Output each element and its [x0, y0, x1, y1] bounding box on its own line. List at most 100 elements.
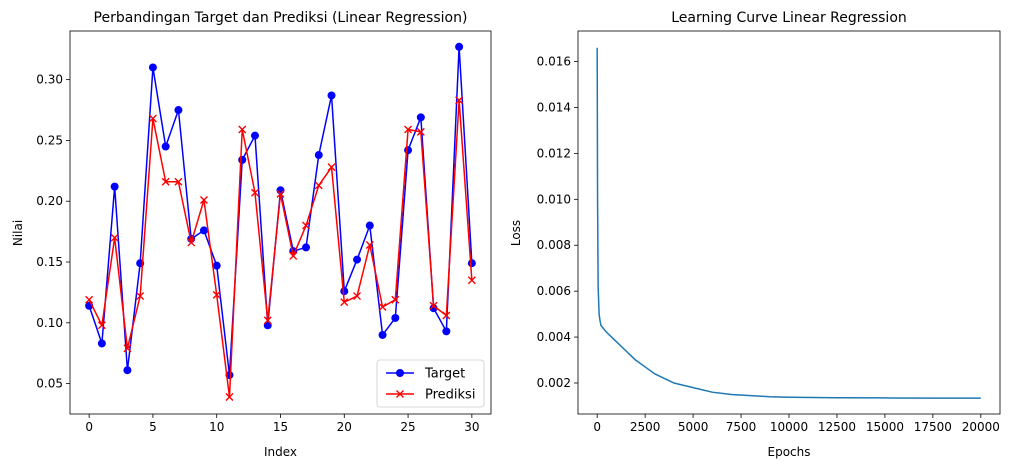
prediksi-point: [85, 295, 94, 304]
x-tick-label: 30: [464, 420, 479, 434]
prediksi-point: [199, 196, 208, 205]
prediksi-point: [289, 251, 298, 260]
prediksi-point: [174, 177, 183, 186]
chart2-ylabel: Loss: [509, 220, 523, 246]
y-tick-label: 0.014: [537, 100, 571, 114]
y-tick-label: 0.25: [36, 133, 63, 147]
chart1-ylabel: Nilai: [11, 220, 25, 246]
prediksi-point: [123, 344, 132, 353]
prediksi-point: [187, 238, 196, 247]
target-point: [302, 243, 311, 252]
x-tick-label: 20000: [962, 420, 1000, 434]
target-point: [442, 327, 451, 336]
chart2-y-ticks: 0.002 0.004 0.006 0.008 0.010 0.012 0.014 0.016: [537, 55, 578, 390]
chart1-series: [85, 42, 476, 401]
chart2-series: [596, 47, 981, 399]
chart1-x-ticks: 0 5 10 15 20 25 30: [85, 414, 480, 434]
chart2-axes-frame: [577, 30, 1001, 415]
target-point: [250, 131, 259, 140]
x-tick-label: 0: [85, 420, 93, 434]
prediksi-point: [416, 127, 425, 136]
y-tick-label: 0.010: [537, 192, 571, 206]
chart1-xlabel: Index: [264, 445, 297, 459]
y-tick-label: 0.20: [36, 194, 63, 208]
y-tick-label: 0.008: [537, 238, 571, 252]
prediksi-line: [88, 99, 473, 398]
chart2-title: Learning Curve Linear Regression: [671, 10, 907, 26]
target-point: [97, 339, 106, 348]
x-tick-label: 20: [337, 420, 352, 434]
loss-line: [596, 47, 981, 399]
target-point: [365, 221, 374, 230]
prediksi-point: [225, 392, 234, 401]
target-point: [123, 366, 132, 375]
y-tick-label: 0.30: [36, 73, 63, 87]
target-point: [429, 304, 438, 313]
y-tick-label: 0.012: [537, 146, 571, 160]
chart-learning-curve: Learning Curve Linear Regression Loss Ep…: [509, 10, 1001, 459]
prediksi-point: [238, 125, 247, 134]
prediksi-point: [302, 221, 311, 230]
prediksi-point: [353, 292, 362, 301]
target-point: [416, 113, 425, 122]
legend-target-marker: [396, 369, 404, 377]
chart1-title: Perbandingan Target dan Prediksi (Linear…: [94, 10, 468, 26]
target-point: [238, 155, 247, 164]
prediksi-point: [442, 311, 451, 320]
y-tick-label: 0.016: [537, 55, 571, 69]
legend-prediksi-marker: [396, 390, 404, 398]
prediksi-point: [250, 188, 259, 197]
prediksi-point: [467, 276, 476, 285]
target-point: [161, 142, 170, 151]
target-point: [110, 182, 119, 191]
target-point: [314, 151, 323, 160]
y-tick-label: 0.10: [36, 316, 63, 330]
prediksi-point: [365, 240, 374, 249]
y-tick-label: 0.002: [537, 376, 571, 390]
prediksi-point: [148, 114, 157, 123]
chart1-y-ticks: 0.05 0.10 0.15 0.20 0.25 0.30: [36, 73, 70, 391]
prediksi-point: [340, 298, 349, 307]
y-tick-label: 0.05: [36, 377, 63, 391]
y-tick-label: 0.15: [36, 255, 63, 269]
target-point: [404, 146, 413, 155]
target-point: [340, 287, 349, 296]
x-tick-label: 15: [273, 420, 288, 434]
x-tick-label: 7500: [726, 420, 757, 434]
x-tick-label: 10: [209, 420, 224, 434]
prediksi-point: [404, 125, 413, 134]
y-tick-label: 0.004: [537, 330, 571, 344]
chart2-xlabel: Epochs: [768, 445, 811, 459]
target-point: [467, 259, 476, 268]
legend-prediksi-label: Prediksi: [425, 388, 475, 403]
target-point: [353, 255, 362, 264]
x-tick-label: 10000: [770, 420, 808, 434]
target-point: [174, 106, 183, 115]
target-point: [378, 330, 387, 339]
chart1-legend: Target Prediksi: [376, 359, 485, 408]
target-point: [327, 91, 336, 100]
prediksi-point: [97, 321, 106, 330]
x-tick-label: 25: [400, 420, 415, 434]
prediksi-point: [378, 303, 387, 311]
target-point: [455, 42, 464, 51]
prediksi-point: [314, 181, 323, 190]
x-tick-label: 17500: [914, 420, 952, 434]
prediksi-point: [276, 189, 285, 198]
x-tick-label: 5000: [678, 420, 709, 434]
prediksi-point: [212, 290, 221, 299]
target-point: [391, 313, 400, 322]
prediksi-point: [161, 177, 170, 186]
x-tick-label: 12500: [818, 420, 856, 434]
x-tick-label: 2500: [630, 420, 661, 434]
prediksi-point: [391, 295, 400, 304]
legend-target-label: Target: [424, 367, 465, 382]
x-tick-label: 15000: [866, 420, 904, 434]
prediksi-point: [263, 316, 272, 325]
prediksi-point: [136, 292, 145, 301]
prediksi-point: [455, 96, 464, 105]
target-point: [199, 226, 208, 235]
y-tick-label: 0.006: [537, 284, 571, 298]
target-point: [148, 63, 157, 72]
